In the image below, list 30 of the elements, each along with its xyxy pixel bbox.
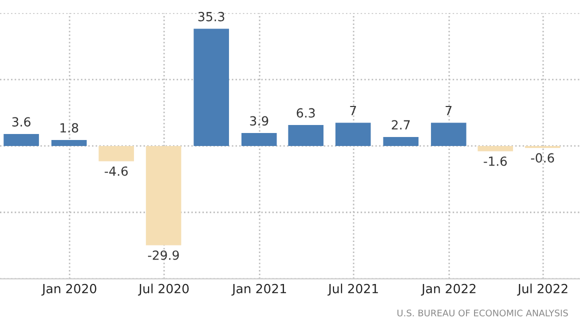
x-tick-label: Jul 2021 bbox=[328, 284, 378, 296]
data-label: -1.6 bbox=[484, 156, 507, 166]
bar bbox=[478, 146, 514, 152]
text: U.S. BUREAU OF ECONOMIC ANALYSIS bbox=[397, 310, 568, 316]
bar bbox=[4, 134, 39, 146]
bar bbox=[288, 125, 324, 146]
x-tick-label: Jan 2022 bbox=[420, 284, 476, 296]
bar bbox=[194, 28, 229, 146]
x-tick-label: Jan 2021 bbox=[231, 284, 286, 296]
bar bbox=[430, 122, 466, 146]
data-label: -0.6 bbox=[531, 153, 554, 163]
data-label: -29.9 bbox=[148, 250, 179, 260]
x-tick-label: Jan 2020 bbox=[41, 284, 96, 296]
bar bbox=[383, 136, 419, 146]
data-label: 7 bbox=[350, 106, 356, 116]
data-label: 35.3 bbox=[198, 12, 224, 22]
data-label: 3.6 bbox=[12, 117, 30, 127]
data-label: 2.7 bbox=[392, 120, 410, 130]
bar bbox=[335, 122, 371, 146]
x-tick-label: Jul 2022 bbox=[517, 284, 568, 296]
bar bbox=[241, 133, 277, 146]
data-label: 3.9 bbox=[250, 116, 268, 126]
bar bbox=[51, 140, 87, 146]
data-label: 6.3 bbox=[296, 108, 315, 118]
data-label: -4.6 bbox=[104, 166, 128, 176]
x-tick-label: Jul 2020 bbox=[138, 284, 189, 296]
data-label: 1.8 bbox=[60, 123, 78, 133]
bar bbox=[98, 146, 134, 162]
data-label: 7 bbox=[446, 106, 452, 116]
bar bbox=[146, 146, 182, 246]
